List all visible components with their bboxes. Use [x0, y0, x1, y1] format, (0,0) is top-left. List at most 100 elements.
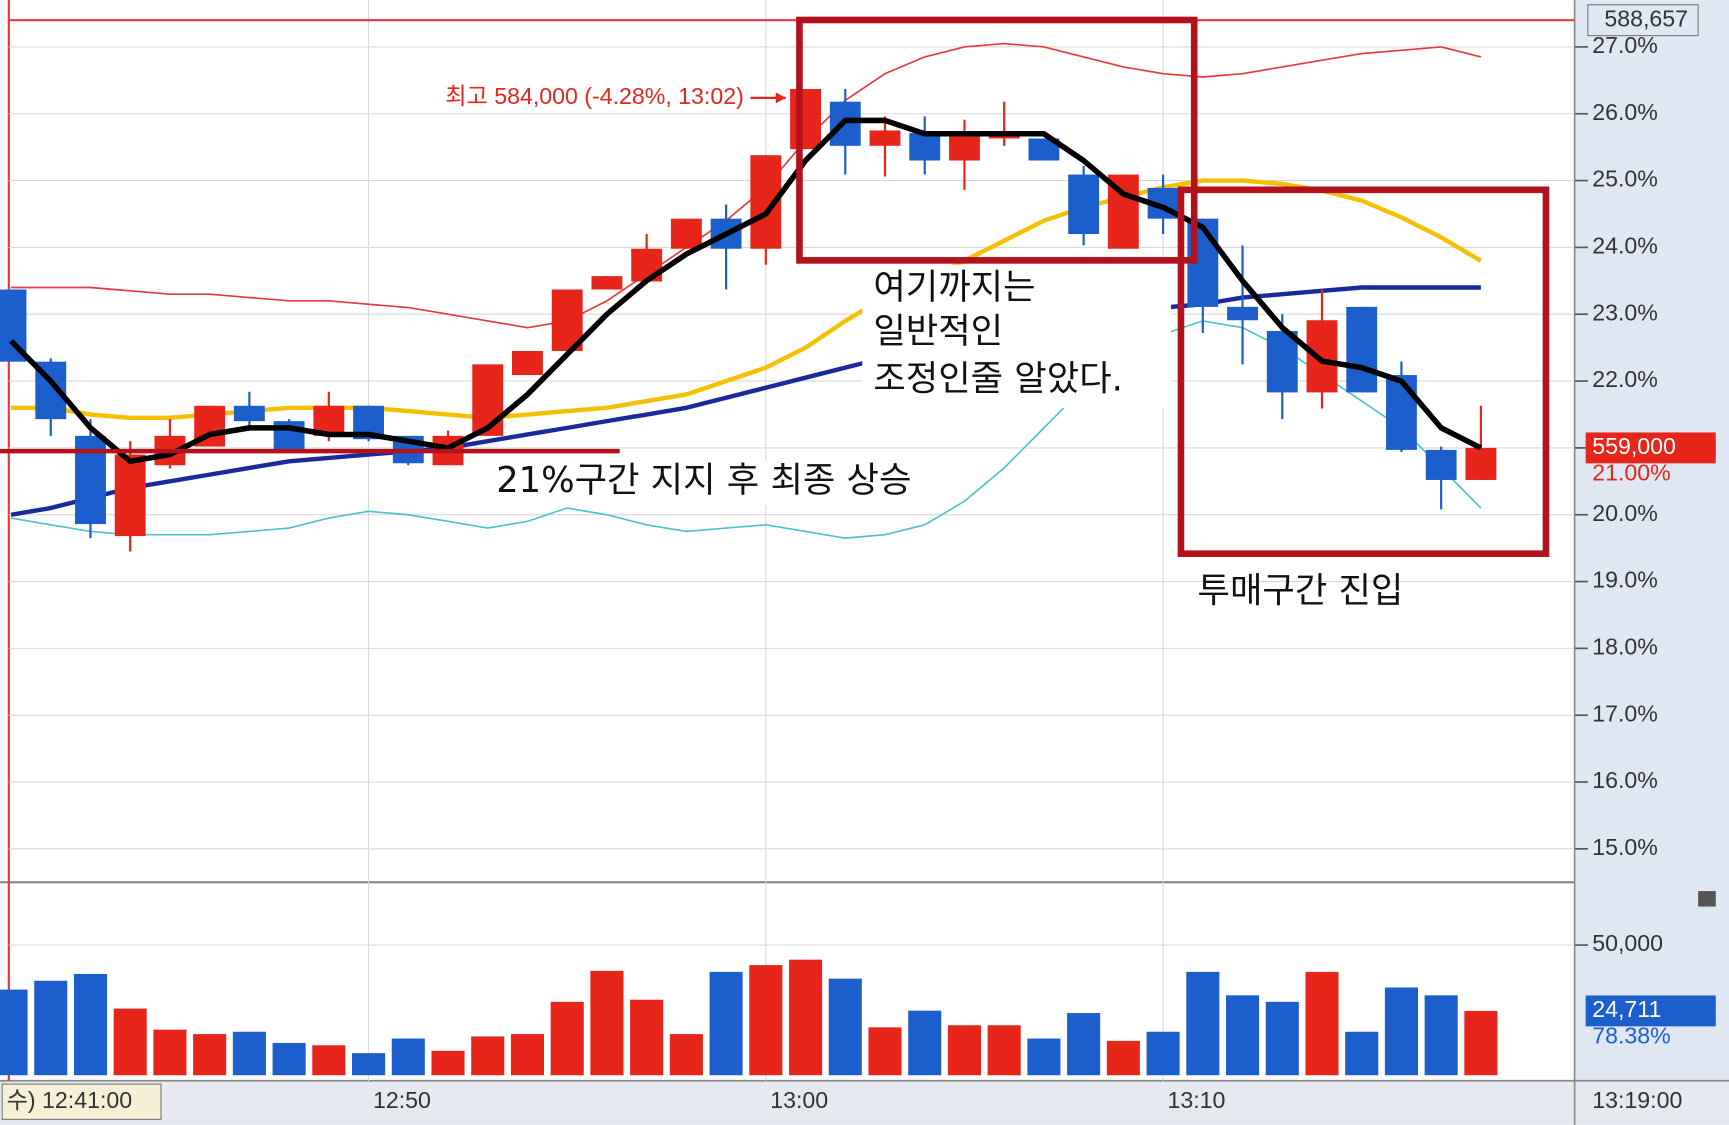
volume-bar	[153, 1029, 187, 1076]
y-tick-label: 50,000	[1592, 930, 1663, 956]
x-start-box	[1, 1083, 162, 1120]
y-tick-label: 20.0%	[1592, 500, 1658, 526]
note-background	[862, 264, 1172, 409]
candle-body	[1068, 174, 1100, 235]
volume-bar	[590, 970, 624, 1076]
volume-bar	[352, 1053, 386, 1076]
last-price-label: 559,000	[1592, 433, 1676, 459]
y-tick-label: 19.0%	[1592, 567, 1658, 593]
candle-body	[512, 350, 543, 376]
volume-bar	[1345, 1031, 1379, 1076]
x-tick-label: 12:50	[373, 1087, 431, 1113]
volume-bar	[709, 971, 743, 1076]
upper-line-label-box	[1587, 4, 1699, 37]
volume-bar	[1464, 1010, 1498, 1076]
volume-bar	[1265, 1001, 1299, 1076]
volume-bar	[1146, 1031, 1180, 1076]
volume-bar	[391, 1038, 425, 1076]
volume-bar	[1067, 1013, 1101, 1076]
volume-bar	[1106, 1040, 1140, 1076]
candle-body	[1227, 306, 1258, 321]
x-axis-strip	[0, 1080, 1729, 1125]
volume-bar	[312, 1045, 346, 1076]
candle-body	[1028, 138, 1060, 161]
overlay-line	[9, 117, 1483, 465]
y-tick-label: 16.0%	[1592, 767, 1658, 793]
candle-body	[949, 133, 980, 161]
highlight-box	[796, 16, 1198, 264]
volume-bar	[789, 959, 823, 1076]
overlay-line	[10, 285, 1481, 517]
volume-bar	[630, 999, 664, 1076]
candle-body	[1306, 320, 1338, 393]
last-volume-box	[1585, 995, 1716, 1027]
volume-bar	[908, 1010, 942, 1076]
volume-bar	[1027, 1038, 1061, 1076]
volume-bar	[1384, 987, 1418, 1076]
volume-ratio-label: 78.38%	[1592, 1022, 1670, 1048]
annotation: 일반적인	[873, 311, 1003, 352]
volume-bar	[868, 1027, 902, 1076]
y-tick-label: 25.0%	[1592, 166, 1658, 192]
candle-body	[670, 218, 702, 249]
right-axis-panel	[1574, 0, 1729, 1081]
x-tick-label: 수) 12:41:00	[7, 1087, 133, 1113]
candle-body	[1346, 306, 1378, 393]
y-tick-label: 23.0%	[1592, 299, 1658, 325]
last-volume-label: 24,711	[1592, 996, 1661, 1022]
volume-bar	[0, 989, 28, 1076]
volume-bar	[34, 980, 68, 1076]
note-background	[485, 461, 954, 506]
high-arrow-head	[775, 92, 786, 104]
annotation: 21%구간 지지 후 최종 상승	[496, 460, 911, 501]
high-annotation: 최고 584,000 (-4.28%, 13:02)	[445, 83, 744, 109]
volume-bar	[73, 973, 108, 1076]
volume-bar	[669, 1034, 703, 1076]
y-tick-label: 26.0%	[1592, 99, 1658, 125]
volume-bar	[1305, 971, 1339, 1076]
volume-bar	[749, 965, 783, 1076]
annotation: 조정인줄 알았다.	[873, 359, 1123, 400]
candle-body	[114, 454, 146, 537]
volume-bar	[987, 1025, 1021, 1076]
y-tick-label: 18.0%	[1592, 633, 1658, 659]
upper-line-label: 588,657	[1604, 5, 1688, 31]
volume-bar	[272, 1042, 306, 1076]
volume-bar	[431, 1050, 465, 1076]
volume-bar	[510, 1034, 545, 1076]
volume-bar	[232, 1031, 266, 1076]
y-tick-label: 15.0%	[1592, 834, 1658, 860]
volume-bar	[828, 978, 862, 1076]
volume-bar	[193, 1034, 227, 1076]
candle-body	[1425, 449, 1457, 480]
volume-bar	[1424, 995, 1458, 1076]
volume-bar	[1186, 971, 1220, 1076]
overlay-line	[11, 42, 1482, 329]
annotation: 여기까지는	[873, 267, 1035, 308]
candle-body	[233, 405, 265, 422]
candle-body	[790, 89, 821, 150]
close-icon[interactable]	[1698, 891, 1716, 907]
volume-bar	[471, 1036, 505, 1076]
annotation: 투매구간 진입	[1198, 570, 1404, 611]
y-tick-label: 27.0%	[1592, 32, 1658, 58]
volume-bar	[550, 1001, 584, 1076]
candle-body	[1465, 447, 1497, 480]
overlay-line	[10, 320, 1482, 539]
volume-bar	[113, 1008, 147, 1076]
candle-body	[909, 133, 941, 161]
last-pct-label: 21.00%	[1592, 459, 1670, 485]
candle-body	[472, 364, 504, 436]
x-tick-label: 13:10	[1167, 1087, 1225, 1113]
last-price-box	[1585, 432, 1716, 464]
y-tick-label: 17.0%	[1592, 700, 1658, 726]
candle-body	[591, 276, 623, 290]
y-tick-label: 22.0%	[1592, 366, 1658, 392]
candle-body	[869, 130, 901, 146]
x-end-label: 13:19:00	[1592, 1087, 1682, 1113]
candle-body	[1266, 330, 1298, 393]
volume-bar	[947, 1025, 981, 1076]
